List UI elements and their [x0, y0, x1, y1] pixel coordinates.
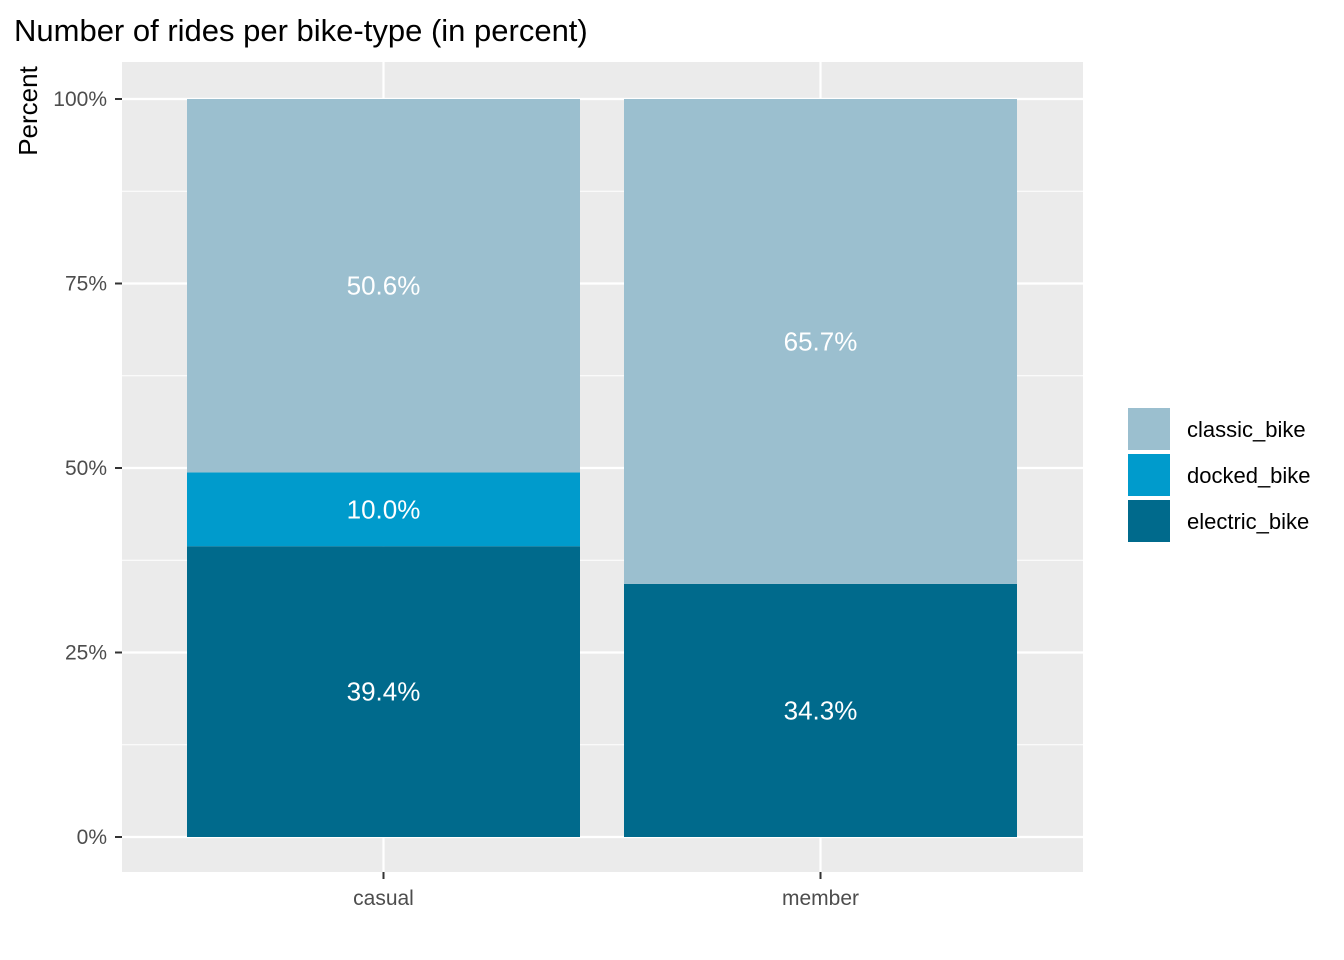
legend: classic_bike docked_bike electric_bike	[1128, 408, 1311, 542]
x-axis: casual member	[353, 872, 859, 910]
data-label-docked_bike-casual: 10.0%	[347, 494, 421, 524]
legend-label-electric_bike: electric_bike	[1187, 509, 1309, 534]
legend-key-docked_bike	[1128, 454, 1170, 496]
y-tick-label: 100%	[53, 88, 107, 111]
y-axis: 0% 25% 50% 75% 100%	[53, 88, 122, 849]
x-tick-label-member: member	[782, 887, 859, 910]
y-tick-label: 75%	[65, 273, 107, 296]
legend-key-classic_bike	[1128, 408, 1170, 450]
bar-electric_bike-casual	[187, 546, 580, 837]
bar-electric_bike-member	[624, 583, 1017, 837]
bar-classic_bike-member	[624, 99, 1017, 584]
legend-label-classic_bike: classic_bike	[1187, 417, 1306, 442]
data-labels: 39.4% 10.0% 50.6% 34.3% 65.7%	[347, 271, 858, 726]
bar-classic_bike-casual	[187, 99, 580, 473]
chart-title: Number of rides per bike-type (in percen…	[14, 13, 588, 48]
legend-label-docked_bike: docked_bike	[1187, 463, 1311, 488]
bars-layer	[187, 99, 1017, 837]
data-label-electric_bike-member: 34.3%	[784, 695, 858, 725]
y-tick-label: 50%	[65, 457, 107, 480]
x-tick-label-casual: casual	[353, 887, 414, 910]
y-axis-label: Percent	[13, 65, 43, 155]
data-label-classic_bike-member: 65.7%	[784, 326, 858, 356]
bar-docked_bike-casual	[187, 472, 580, 547]
data-label-classic_bike-casual: 50.6%	[347, 271, 421, 301]
data-label-electric_bike-casual: 39.4%	[347, 677, 421, 707]
legend-key-electric_bike	[1128, 500, 1170, 542]
y-tick-label: 0%	[77, 826, 107, 849]
y-tick-label: 25%	[65, 642, 107, 665]
